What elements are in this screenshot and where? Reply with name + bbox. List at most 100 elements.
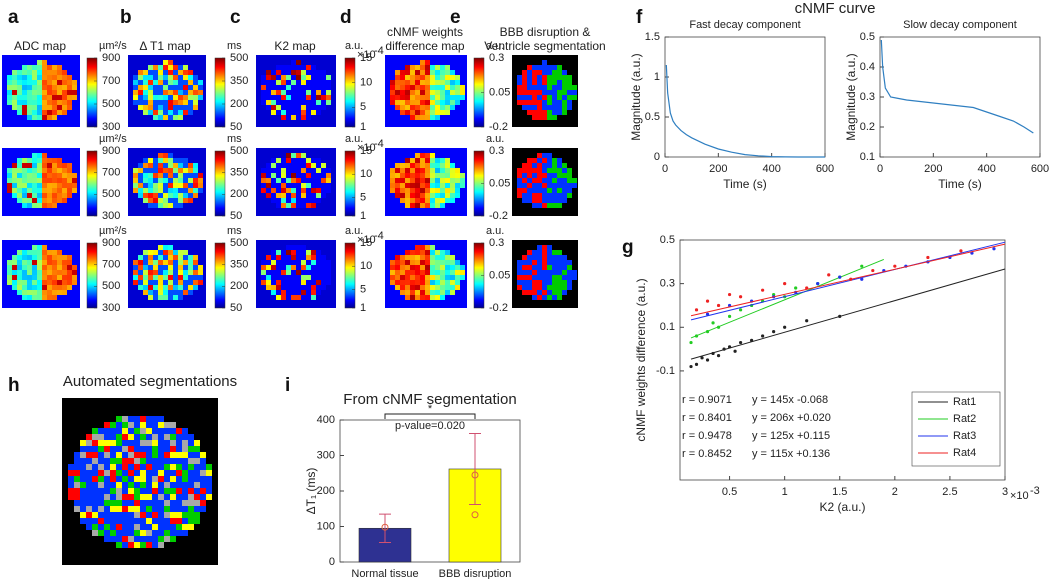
pixel <box>62 110 67 115</box>
pixel <box>173 115 178 120</box>
pixel <box>148 163 153 168</box>
pixel <box>552 280 557 285</box>
pixel <box>17 250 22 255</box>
scatter-point <box>959 249 963 253</box>
pixel <box>183 65 188 70</box>
pixel <box>170 464 176 470</box>
colorbar-multiplier: ×10 <box>357 234 376 246</box>
pixel <box>430 158 435 163</box>
pixel <box>450 100 455 105</box>
pixel <box>425 265 430 270</box>
pixel <box>276 105 281 110</box>
pixel <box>168 100 173 105</box>
pixel <box>567 285 572 290</box>
pixel <box>306 110 311 115</box>
colorbar-tick-label: 1 <box>360 302 366 314</box>
pixel <box>37 158 42 163</box>
pixel <box>47 183 52 188</box>
panel-letter: d <box>340 7 352 28</box>
pixel <box>116 428 122 434</box>
pixel <box>522 163 527 168</box>
pixel <box>430 295 435 300</box>
pixel <box>12 265 17 270</box>
pixel <box>440 110 445 115</box>
pixel <box>301 183 306 188</box>
x-axis-label: K2 (a.u.) <box>819 500 865 514</box>
fit-line <box>690 258 885 339</box>
pixel <box>296 290 301 295</box>
pixel <box>72 275 77 280</box>
pixel <box>143 90 148 95</box>
pixel <box>62 168 67 173</box>
pixel <box>74 500 80 506</box>
scatter-point <box>733 349 737 353</box>
pixel <box>158 115 163 120</box>
colorbar-unit: a.u. <box>345 40 363 52</box>
y-tick-label: 100 <box>317 520 335 532</box>
pixel <box>557 255 562 260</box>
pixel <box>311 163 316 168</box>
pixel <box>168 255 173 260</box>
pixel <box>430 203 435 208</box>
pixel <box>261 183 266 188</box>
pixel <box>17 110 22 115</box>
pixel <box>542 280 547 285</box>
pixel <box>198 173 203 178</box>
pixel <box>306 295 311 300</box>
pixel <box>47 163 52 168</box>
pixel <box>27 260 32 265</box>
pixel <box>301 90 306 95</box>
pixel <box>158 476 164 482</box>
pixel <box>67 188 72 193</box>
pixel <box>527 100 532 105</box>
pixel <box>557 193 562 198</box>
pixel <box>183 270 188 275</box>
pixel <box>547 183 552 188</box>
pixel <box>276 90 281 95</box>
pixel <box>98 428 104 434</box>
pixel <box>562 265 567 270</box>
pixel <box>425 110 430 115</box>
pixel <box>316 275 321 280</box>
pixel <box>188 110 193 115</box>
pixel <box>567 178 572 183</box>
map-title: ADC map <box>14 39 66 53</box>
pixel <box>455 95 460 100</box>
pixel <box>178 110 183 115</box>
fit-equation: y = 206x +0.020 <box>752 412 831 424</box>
pixel <box>321 265 326 270</box>
pixel <box>316 178 321 183</box>
pixel <box>178 90 183 95</box>
y-tick-label: 0.5 <box>860 31 875 43</box>
pixel <box>173 75 178 80</box>
pixel <box>37 203 42 208</box>
pixel <box>281 295 286 300</box>
pixel <box>440 183 445 188</box>
pixel <box>42 100 47 105</box>
colorbar-tick-label: -0.2 <box>489 210 508 222</box>
pixel <box>286 245 291 250</box>
pixel <box>143 163 148 168</box>
pixel <box>193 270 198 275</box>
pixel <box>153 270 158 275</box>
pixel <box>153 193 158 198</box>
pixel <box>158 452 164 458</box>
pixel <box>527 70 532 75</box>
pixel <box>460 173 465 178</box>
pixel <box>430 90 435 95</box>
pixel <box>425 260 430 265</box>
pixel <box>316 70 321 75</box>
pixel <box>286 250 291 255</box>
pixel <box>37 290 42 295</box>
pixel <box>405 260 410 265</box>
pixel <box>311 95 316 100</box>
pixel <box>27 255 32 260</box>
pixel <box>405 183 410 188</box>
pixel <box>17 173 22 178</box>
fit-equation: y = 125x +0.115 <box>752 430 830 442</box>
pixel <box>420 183 425 188</box>
pixel <box>326 80 331 85</box>
pixel <box>188 470 194 476</box>
pixel <box>176 506 182 512</box>
pixel <box>22 110 27 115</box>
